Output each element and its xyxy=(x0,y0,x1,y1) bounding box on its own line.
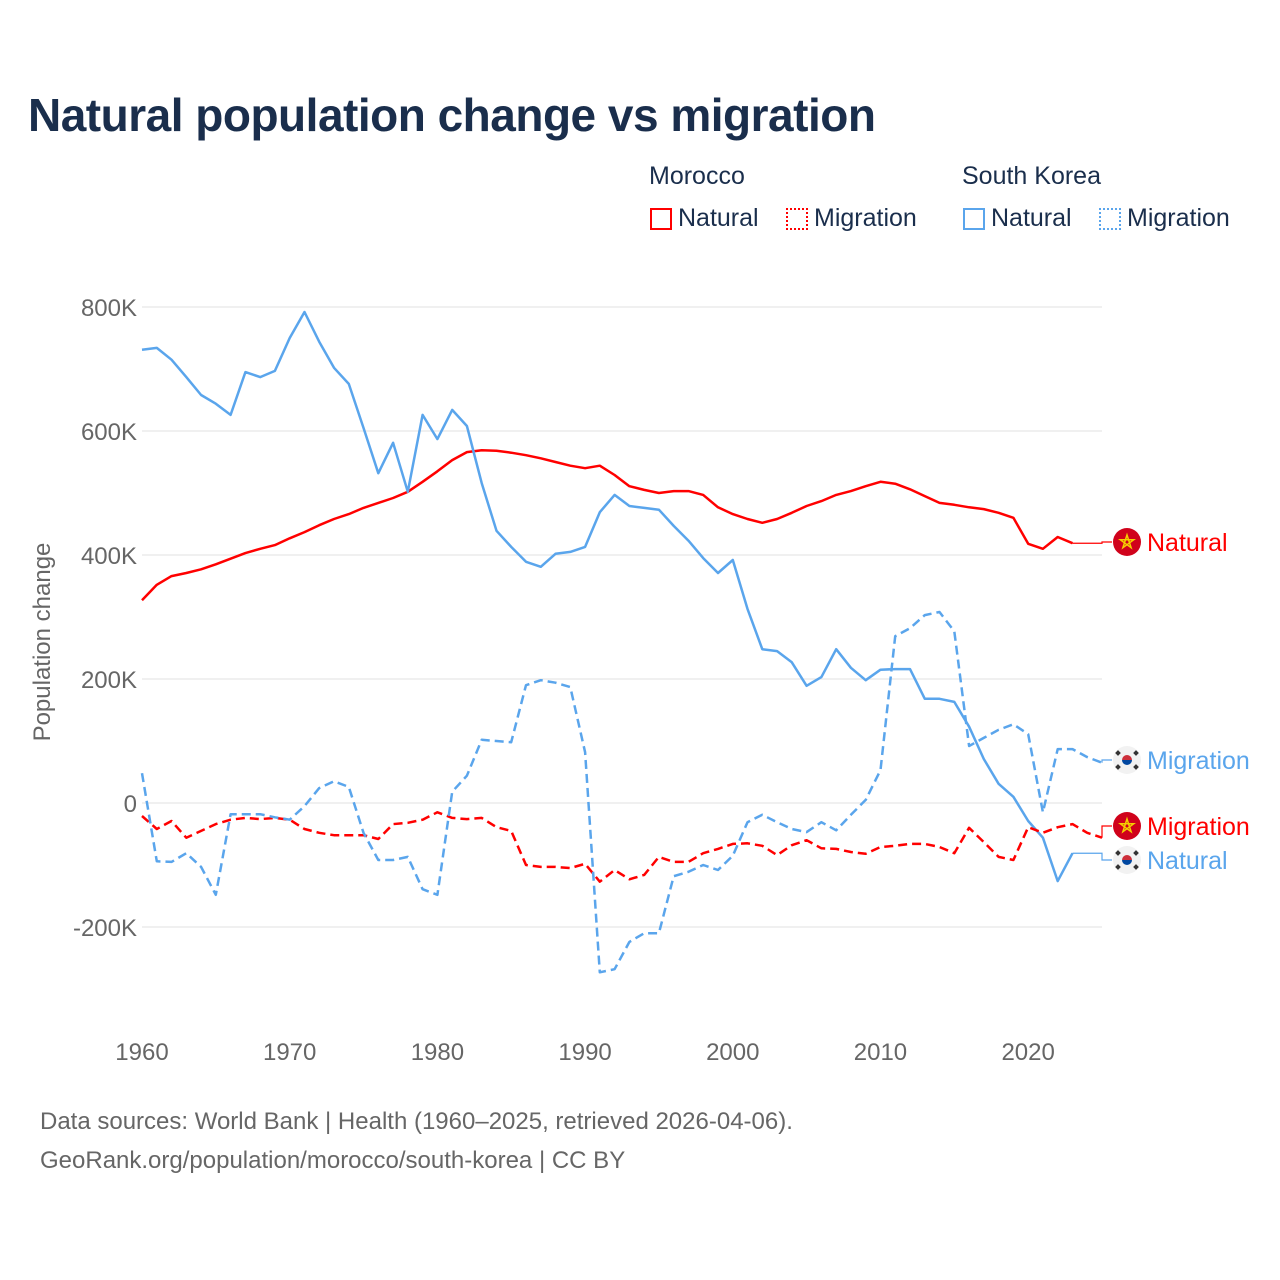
label-connector xyxy=(1072,852,1112,861)
x-tick-label: 2010 xyxy=(854,1039,907,1066)
legend-morocco-migration[interactable]: Migration xyxy=(786,204,917,233)
label-connector xyxy=(1101,825,1112,838)
legend-swatch-dotted-red xyxy=(786,207,808,230)
legend-swatch-solid-red xyxy=(650,207,672,230)
x-tick-label: 1970 xyxy=(263,1039,316,1066)
legend-label: Natural xyxy=(991,204,1072,232)
label-connector xyxy=(1072,541,1112,544)
x-tick-label: 1990 xyxy=(558,1039,611,1066)
end-label: Natural xyxy=(1147,847,1228,875)
series-line-morocco-migration[interactable] xyxy=(141,811,1103,883)
footer-sources: Data sources: World Bank | Health (1960–… xyxy=(40,1108,793,1135)
legend-label: Natural xyxy=(678,204,759,232)
legend-group-south-korea: South Korea xyxy=(962,162,1101,190)
footer-link[interactable]: GeoRank.org/population/morocco/south-kor… xyxy=(40,1147,626,1174)
chart-plot: -200K 0 200K 400K 600K 800K 1960 1970 1980 1990 20… xyxy=(29,295,1250,1066)
legend-swatch-solid-blue xyxy=(963,207,985,230)
y-tick-label: -200K xyxy=(73,915,137,942)
end-label: Migration xyxy=(1147,813,1250,841)
south-korea-flag-icon xyxy=(1113,746,1141,774)
y-tick-label: 0 xyxy=(124,791,137,818)
morocco-flag-icon xyxy=(1113,812,1141,840)
end-label: Natural xyxy=(1147,529,1228,557)
y-tick-label: 800K xyxy=(81,295,137,322)
y-axis-label: Population change xyxy=(29,543,56,742)
y-tick-label: 600K xyxy=(81,419,137,446)
legend-korea-natural[interactable]: Natural xyxy=(963,204,1072,233)
x-tick-label: 2020 xyxy=(1001,1039,1054,1066)
legend-label: Migration xyxy=(1127,204,1230,232)
chart-title: Natural population change vs migration xyxy=(28,89,876,141)
y-tick-label: 200K xyxy=(81,667,137,694)
series-line-south-korea-migration[interactable] xyxy=(140,610,1103,974)
legend-morocco-natural[interactable]: Natural xyxy=(650,204,759,233)
x-tick-label: 1980 xyxy=(411,1039,464,1066)
end-label: Migration xyxy=(1147,747,1250,775)
series-line-south-korea-natural[interactable] xyxy=(141,310,1074,883)
x-tick-label: 1960 xyxy=(115,1039,168,1066)
morocco-flag-icon xyxy=(1113,528,1141,556)
legend-label: Migration xyxy=(814,204,917,232)
y-tick-label: 400K xyxy=(81,543,137,570)
south-korea-flag-icon xyxy=(1113,846,1141,874)
label-connector xyxy=(1101,759,1112,763)
legend-korea-migration[interactable]: Migration xyxy=(1099,204,1230,233)
series-line-morocco-natural[interactable] xyxy=(141,448,1073,602)
legend-group-morocco: Morocco xyxy=(649,162,745,190)
legend-swatch-dotted-blue xyxy=(1099,207,1121,230)
x-tick-label: 2000 xyxy=(706,1039,759,1066)
